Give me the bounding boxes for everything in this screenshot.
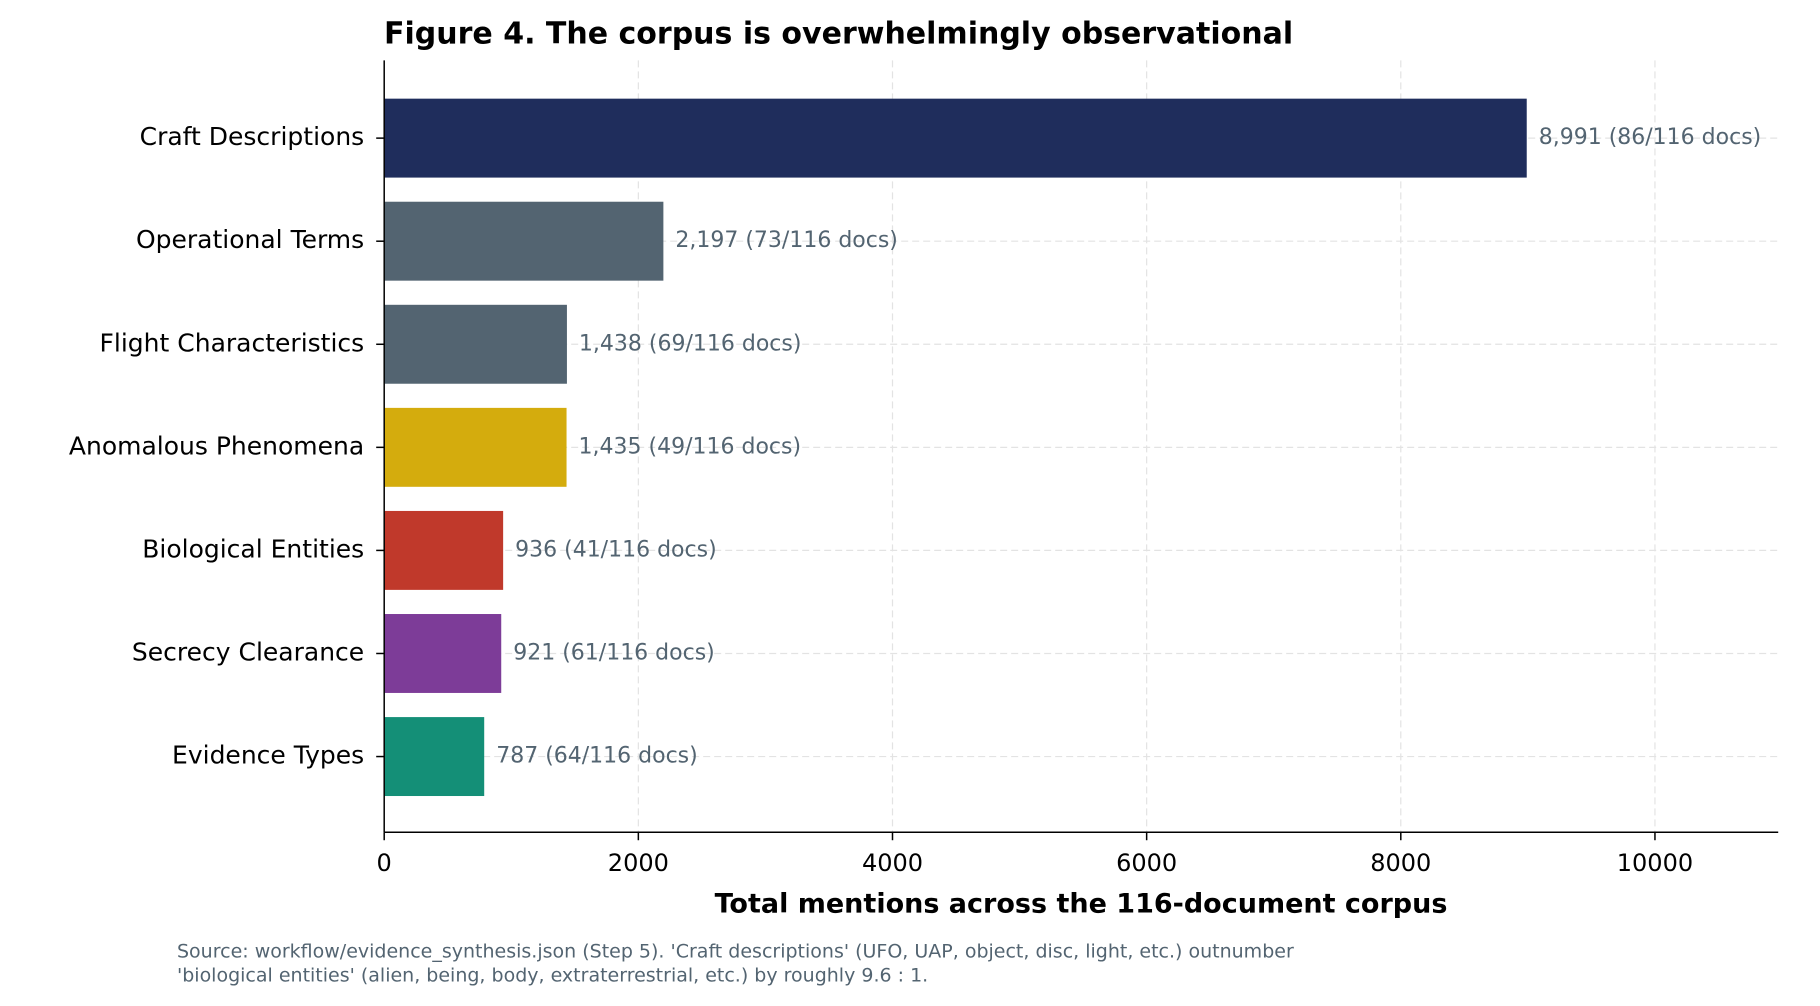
x-tick-label: 4000	[862, 849, 923, 877]
source-note: Source: workflow/evidence_synthesis.json…	[177, 941, 1294, 963]
value-label: 787 (64/116 docs)	[496, 744, 698, 769]
y-tick-label: Secrecy Clearance	[132, 637, 364, 666]
bar	[384, 717, 485, 797]
source-note: 'biological entities' (alien, being, bod…	[177, 965, 928, 987]
value-label: 1,438 (69/116 docs)	[579, 331, 802, 356]
y-tick-label: Craft Descriptions	[140, 122, 365, 151]
y-tick-label: Evidence Types	[172, 741, 364, 770]
bar	[384, 614, 502, 693]
x-tick-label: 2000	[608, 849, 669, 877]
x-tick-label: 10000	[1617, 849, 1693, 877]
x-tick-label: 0	[377, 849, 392, 877]
bar	[384, 98, 1527, 178]
value-label: 8,991 (86/116 docs)	[1539, 125, 1762, 150]
value-label: 921 (61/116 docs)	[513, 640, 715, 665]
value-label: 1,435 (49/116 docs)	[579, 434, 802, 459]
chart-title: Figure 4. The corpus is overwhelmingly o…	[384, 17, 1293, 52]
bar	[384, 510, 504, 590]
x-tick-label: 8000	[1370, 849, 1431, 877]
y-tick-label: Operational Terms	[136, 225, 364, 254]
value-label: 936 (41/116 docs)	[515, 537, 717, 562]
y-tick-label: Anomalous Phenomena	[69, 431, 364, 460]
x-axis-label: Total mentions across the 116-document c…	[715, 889, 1448, 920]
bar	[384, 304, 567, 384]
bar	[384, 407, 567, 487]
y-tick-label: Flight Characteristics	[100, 328, 365, 357]
value-label: 2,197 (73/116 docs)	[675, 228, 898, 253]
bar	[384, 201, 664, 281]
y-tick-label: Biological Entities	[142, 534, 364, 563]
x-tick-label: 6000	[1116, 849, 1177, 877]
